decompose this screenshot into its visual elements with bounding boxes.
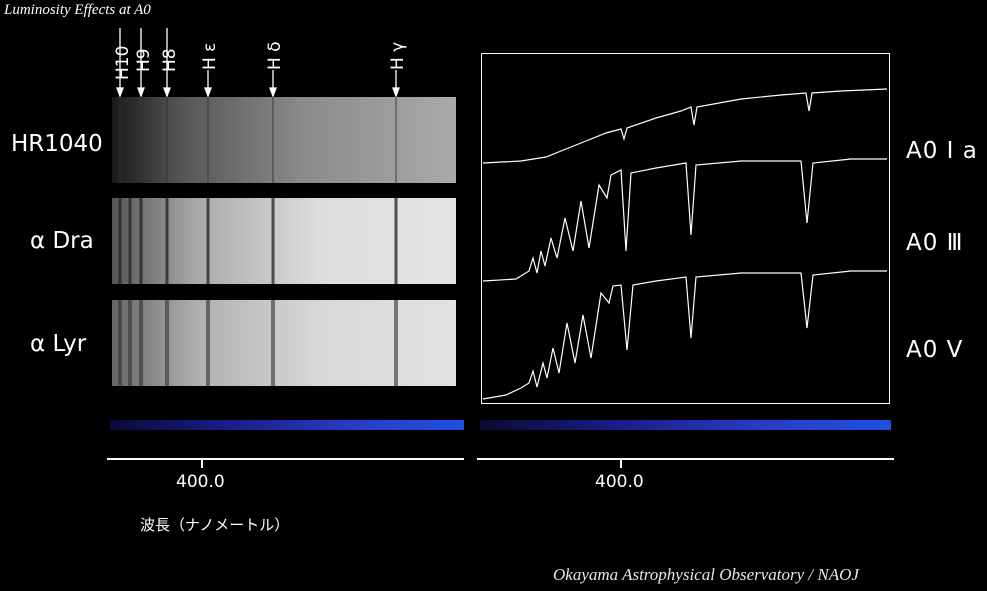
star-label-alpha-dra: α Dra — [30, 228, 94, 254]
axis-line-right — [477, 458, 894, 460]
line-label-h-delta: H δ — [265, 41, 285, 70]
spectrum-strip-alpha-lyr — [112, 300, 456, 386]
line-label-h9: H9 — [134, 48, 154, 72]
axis-tick-right — [620, 460, 622, 468]
line-label-h10: H10 — [113, 45, 133, 80]
spectrum-strip-alpha-dra — [112, 198, 456, 284]
line-label-h-epsilon: H ε — [200, 42, 220, 70]
line-label-h-gamma: H γ — [388, 41, 408, 70]
trace-a0-ia — [482, 88, 888, 164]
color-bar-left — [110, 420, 464, 430]
class-label-a0-v: A0 Ⅴ — [906, 337, 964, 363]
axis-tick-label-right: 400.0 — [595, 472, 644, 492]
star-label-hr1040: HR1040 — [11, 131, 103, 157]
trace-a0-v — [482, 270, 887, 400]
credit: Okayama Astrophysical Observatory / NAOJ — [553, 565, 859, 584]
star-label-alpha-lyr: α Lyr — [30, 331, 87, 357]
line-markers — [116, 28, 400, 98]
page-title: Luminosity Effects at A0 — [4, 2, 151, 18]
line-label-h8: H8 — [160, 48, 180, 72]
color-bar-right — [480, 420, 891, 430]
trace-a0-iii — [482, 158, 887, 282]
class-label-a0-iii: A0 Ⅲ — [906, 230, 964, 256]
axis-tick-label-left: 400.0 — [176, 472, 225, 492]
tracing-panel — [481, 53, 890, 404]
spectrum-strip-hr1040 — [112, 97, 456, 183]
axis-tick-left — [201, 460, 203, 468]
axis-label: 波長（ナノメートル） — [140, 516, 290, 534]
axis-line-left — [107, 458, 464, 460]
class-label-a0-ia: A0 I a — [906, 138, 978, 164]
